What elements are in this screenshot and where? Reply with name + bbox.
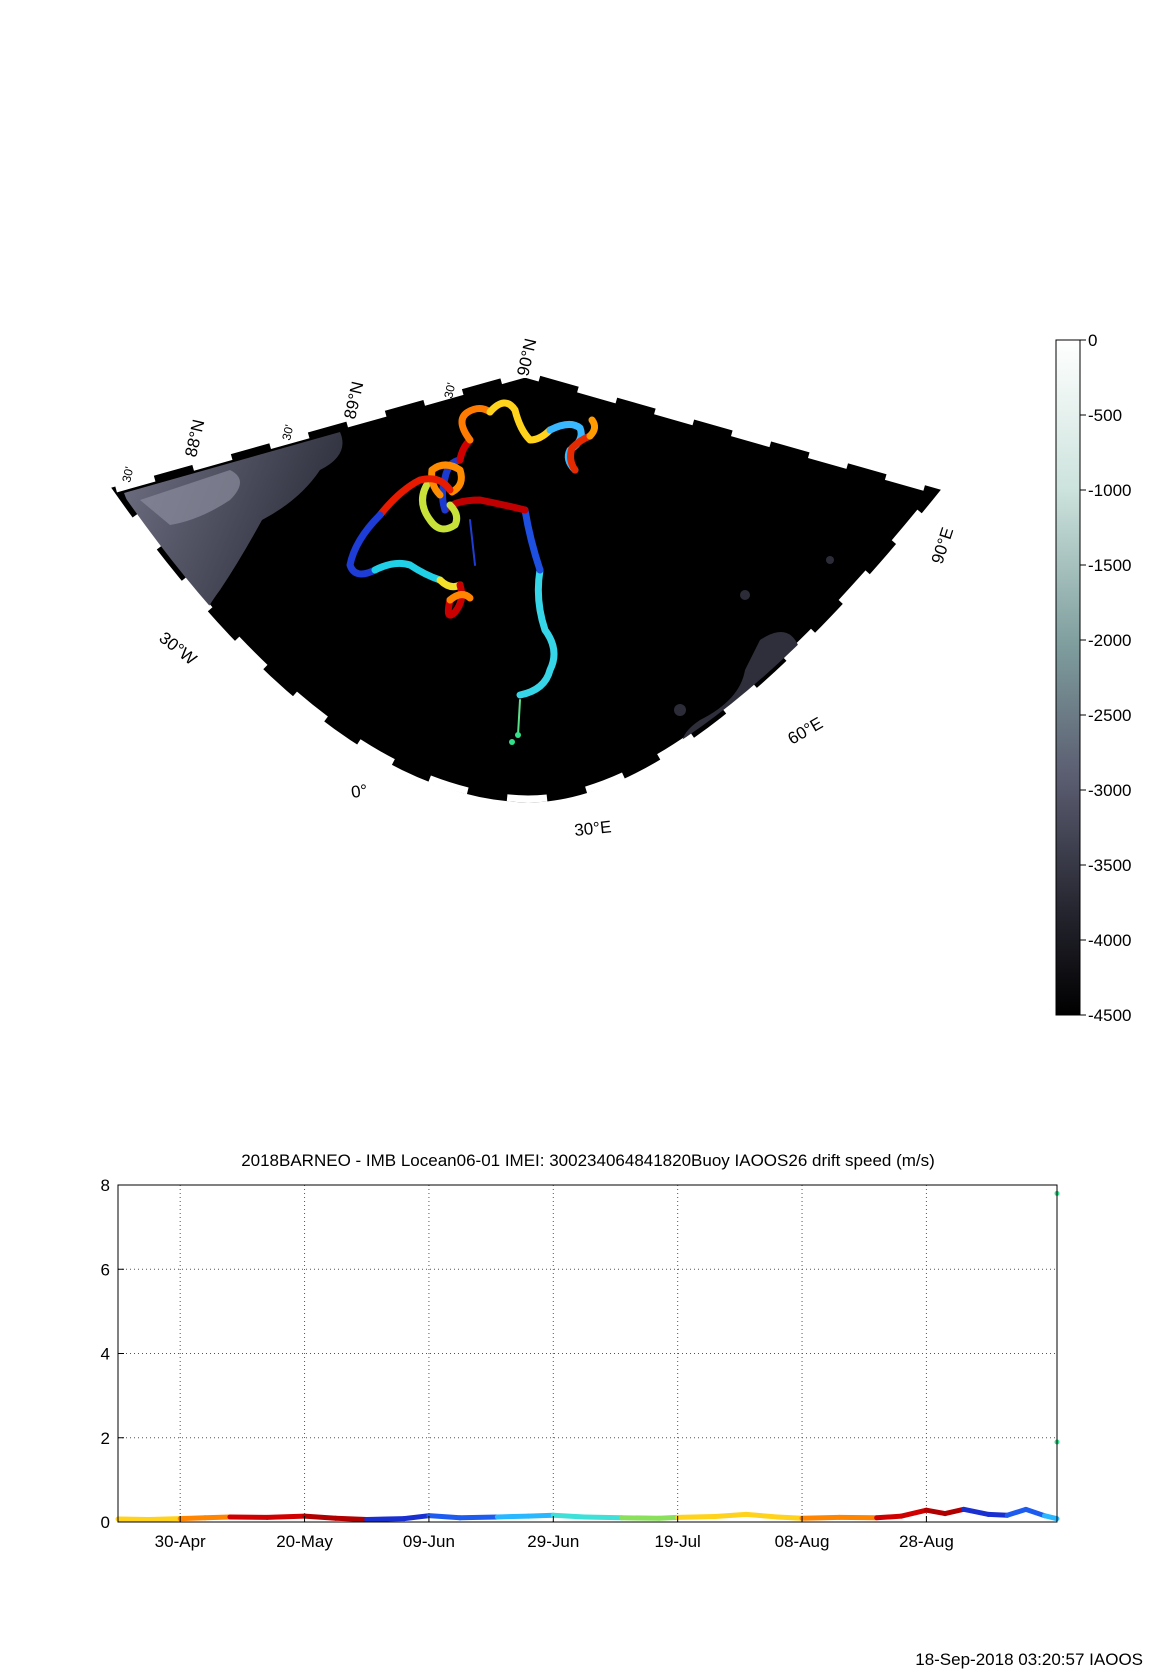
speed-chart-axes: 30-Apr 20-May 09-Jun 29-Jun 19-Jul 08-Aug 28-A… [101,1176,1058,1551]
lon-label-90e: 90°E [928,525,958,566]
y-tick-label: 8 [101,1176,110,1195]
speed-segment [656,1514,681,1521]
speed-segment [264,1513,308,1520]
map-frame-dashes [110,370,944,803]
lat-label-88n: 88°N [181,418,208,459]
speed-segment [302,1513,339,1521]
speed-segment [146,1516,183,1522]
speed-segment [799,1514,842,1521]
minute-label-b: 30' [279,423,296,441]
speed-segment [1004,1506,1029,1518]
x-tick-label: 30-Apr [155,1532,206,1551]
speed-segment [581,1514,625,1521]
bathymetry-shelf-light [140,470,240,525]
speed-segment [333,1515,370,1522]
lon-label-30w: 30°W [156,628,201,669]
speed-segment [550,1512,587,1520]
speed-segment [364,1516,407,1522]
speed-segment [202,1514,233,1521]
minute-label-a: 30' [119,465,136,483]
x-tick-label: 20-May [276,1532,333,1551]
lon-label-30e: 30°E [573,817,612,840]
x-tick-label: 09-Jun [403,1532,455,1551]
track-seg-8 [486,399,554,444]
track-loop-b [428,461,465,499]
track-seg-5 [439,456,464,514]
speed-segment [743,1511,780,1520]
track-loop-a [419,476,461,533]
speed-segment [457,1514,500,1521]
speed-segment [899,1507,929,1519]
track-loop-h [446,591,474,604]
speed-segment [494,1513,531,1520]
drift-track [346,399,599,745]
y-tick-label: 2 [101,1429,110,1448]
speed-series [115,1190,1060,1522]
footer-timestamp: 18-Sep-2018 03:20:57 IAOOS [915,1650,1143,1669]
ocean-area [124,380,930,790]
track-loop-e [371,559,444,584]
speed-segment [1042,1513,1060,1522]
track-seg-7 [458,405,494,444]
drift-track-map: 88°N 89°N 90°N 30' 30' 30' 30°W 0° 30°E … [110,337,958,840]
speed-segment [961,1506,992,1517]
track-seg-3 [521,506,544,574]
track-seg-2 [516,566,558,699]
speed-chart: 30-Apr 20-May 09-Jun 29-Jun 19-Jul 08-Aug 28-A… [101,1176,1060,1551]
x-tick-label: 08-Aug [775,1532,830,1551]
speed-segment [177,1515,208,1522]
speed-segment [426,1513,463,1521]
speed-segment [774,1514,805,1521]
track-loop-d [346,511,384,578]
speed-segment [1023,1506,1048,1519]
speed-chart-title: 2018BARNEO - IMB Locean06-01 IMEI: 30023… [241,1151,935,1170]
bathymetry-ridge-2 [832,616,870,670]
speed-segment [675,1514,718,1520]
colorbar-tick-label: -4000 [1088,931,1131,950]
y-tick-label: 6 [101,1260,110,1279]
track-point [509,739,515,745]
x-tick-label: 29-Jun [527,1532,579,1551]
track-start-point [515,732,521,738]
lon-label-60e: 60°E [785,713,827,748]
speed-segment [923,1507,948,1517]
speed-chart-grid [118,1184,1057,1523]
lon-label-0: 0° [350,781,369,802]
speed-segment [942,1506,967,1517]
plot-frame [117,1184,1058,1523]
speed-segment [525,1512,556,1519]
y-tick-label: 0 [101,1513,110,1532]
track-seg-1 [517,699,521,736]
lat-label-90n: 90°N [513,337,540,378]
track-link [469,519,476,566]
speed-segment [712,1511,749,1520]
x-tick-label: 28-Aug [899,1532,954,1551]
x-tick-label: 19-Jul [655,1532,701,1551]
speed-segment [874,1513,905,1521]
lat-label-89n: 89°N [340,380,367,421]
colorbar-tick-label: -4500 [1088,1006,1131,1025]
track-seg-11 [586,416,599,440]
track-loop-c [376,475,454,519]
speed-segment [986,1511,1010,1518]
track-seg-10 [567,432,594,474]
y-tick-label: 4 [101,1345,110,1364]
minute-label-c: 30' [441,381,458,399]
speed-segment [401,1513,432,1522]
